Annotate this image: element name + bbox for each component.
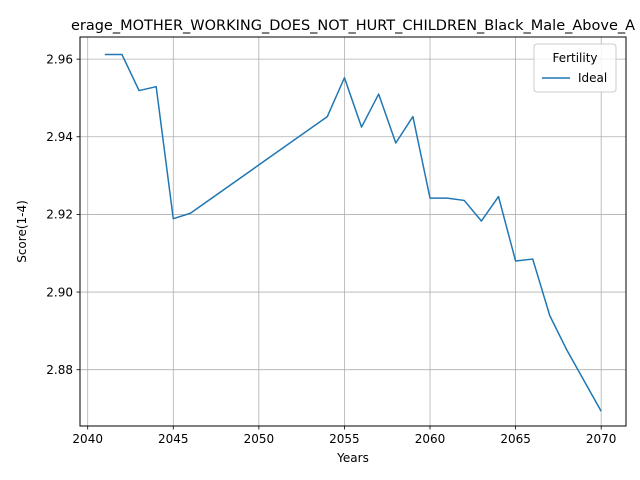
y-tick-label: 2.92	[46, 208, 73, 222]
y-axis-ticks: 2.88 2.90 2.92 2.94 2.96	[46, 52, 80, 377]
x-axis-ticks: 2040 2045 2050 2055 2060 2065 2070	[72, 426, 616, 446]
plot-frame	[79, 36, 627, 427]
series-line-ideal	[104, 53, 602, 412]
legend: Fertility Ideal	[533, 43, 617, 93]
grid-lines	[80, 37, 626, 426]
y-axis-label: Score(1-4)	[15, 200, 29, 263]
x-tick-label: 2050	[244, 432, 275, 446]
x-tick-label: 2065	[500, 432, 531, 446]
chart-title: erage_MOTHER_WORKING_DOES_NOT_HURT_CHILD…	[71, 18, 635, 34]
legend-title: Fertility	[552, 51, 597, 65]
y-tick-label: 2.94	[46, 130, 73, 144]
x-tick-label: 2045	[158, 432, 189, 446]
y-tick-label: 2.96	[46, 52, 73, 66]
series-layer	[104, 53, 602, 412]
y-tick-label: 2.88	[46, 363, 73, 377]
y-tick-label: 2.90	[46, 285, 73, 299]
x-tick-label: 2060	[415, 432, 446, 446]
legend-label-ideal: Ideal	[578, 71, 607, 85]
x-tick-label: 2070	[586, 432, 617, 446]
x-axis-label: Years	[336, 451, 369, 465]
x-tick-label: 2055	[329, 432, 360, 446]
x-tick-label: 2040	[72, 432, 103, 446]
legend-box	[533, 43, 617, 93]
